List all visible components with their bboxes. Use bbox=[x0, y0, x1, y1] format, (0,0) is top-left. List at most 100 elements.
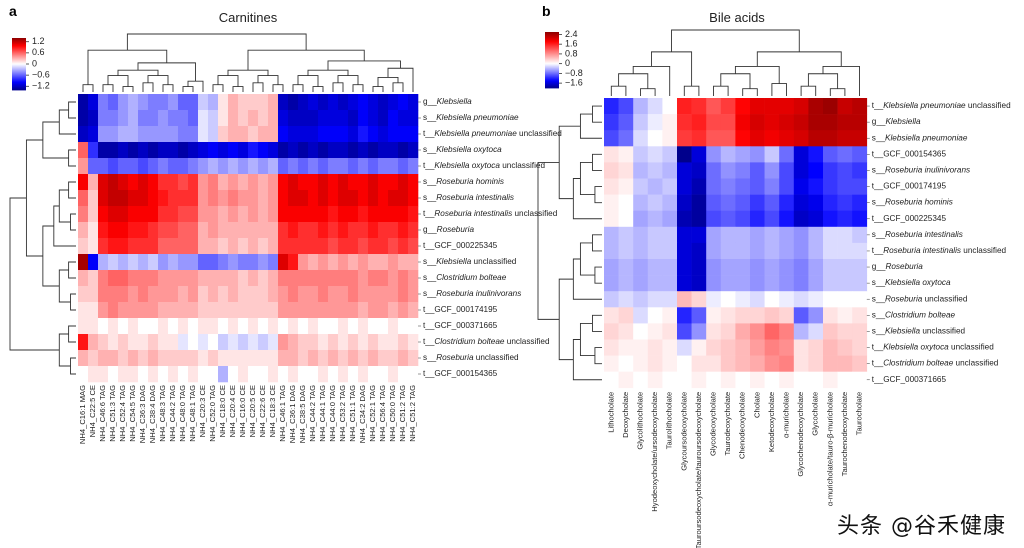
heatmap-cell bbox=[268, 270, 279, 287]
heatmap-cell bbox=[98, 302, 109, 319]
heatmap-cell bbox=[764, 226, 780, 244]
heatmap-cell bbox=[750, 355, 765, 372]
heatmap-cell bbox=[662, 114, 678, 131]
heatmap-cell bbox=[138, 206, 149, 223]
row-label: t__GCF_000371665 bbox=[872, 375, 947, 384]
heatmap-cell bbox=[720, 194, 736, 211]
heatmap-cell bbox=[808, 114, 824, 131]
heatmap-cell bbox=[764, 146, 780, 163]
heatmap-cell bbox=[298, 190, 309, 207]
heatmap-cell bbox=[398, 142, 409, 159]
heatmap-cell bbox=[398, 238, 409, 255]
heatmap-cell bbox=[108, 350, 119, 367]
heatmap-cell bbox=[358, 350, 369, 367]
heatmap-cell bbox=[198, 270, 209, 287]
colorbar-step bbox=[12, 74, 26, 76]
heatmap-cell bbox=[288, 190, 299, 207]
heatmap-cell bbox=[188, 94, 199, 111]
heatmap-cell bbox=[837, 114, 853, 131]
heatmap-cell bbox=[328, 126, 339, 143]
colorbar-step bbox=[12, 81, 26, 83]
column-label: NH4_C51:2 TAG bbox=[408, 385, 417, 442]
column-label: Glycoursodeoxycholate bbox=[679, 392, 688, 471]
heatmap-cell bbox=[358, 126, 369, 143]
heatmap-cell bbox=[720, 210, 736, 228]
heatmap-cell bbox=[408, 350, 419, 367]
heatmap-cell bbox=[138, 158, 149, 175]
heatmap-cell bbox=[108, 254, 119, 271]
heatmap-cell bbox=[706, 98, 722, 115]
heatmap-cell bbox=[328, 286, 339, 303]
heatmap-cell bbox=[328, 158, 339, 175]
heatmap-cell bbox=[158, 270, 169, 287]
heatmap-cell bbox=[633, 178, 649, 195]
heatmap-cell bbox=[318, 158, 329, 175]
heatmap-cell bbox=[198, 366, 209, 383]
heatmap-cell bbox=[78, 158, 89, 175]
colorbar-step bbox=[545, 33, 559, 36]
heatmap-cell bbox=[278, 158, 289, 175]
heatmap-cell bbox=[258, 366, 269, 383]
heatmap-cell bbox=[158, 142, 169, 159]
heatmap-cell bbox=[358, 94, 369, 111]
heatmap-cell bbox=[128, 142, 139, 159]
colorbar-step bbox=[545, 86, 559, 88]
heatmap-cell bbox=[128, 238, 139, 255]
heatmap-cell bbox=[88, 174, 99, 191]
heatmap-cell bbox=[168, 206, 179, 223]
heatmap-cell bbox=[750, 226, 765, 244]
heatmap-cell bbox=[793, 98, 809, 115]
heatmap-cell bbox=[779, 291, 795, 308]
heatmap-cell bbox=[647, 130, 663, 147]
row-label: t__GCF_000174195 bbox=[423, 305, 498, 314]
heatmap-cell bbox=[258, 318, 269, 335]
heatmap-cell bbox=[278, 334, 289, 351]
heatmap-cell bbox=[318, 126, 329, 143]
heatmap-cell bbox=[268, 254, 279, 271]
heatmap-cell bbox=[388, 206, 399, 223]
heatmap-cell bbox=[823, 371, 838, 389]
heatmap-cell bbox=[779, 194, 795, 211]
row-label: s__Roseburia inulinivorans bbox=[872, 166, 970, 175]
row-label: s__Roseburia hominis bbox=[423, 177, 504, 186]
colorbar-step bbox=[545, 67, 559, 69]
heatmap-cell bbox=[288, 174, 299, 191]
colorbar-tick-label: 1.6 bbox=[565, 39, 578, 49]
heatmap-cell bbox=[720, 323, 736, 340]
heatmap-cell bbox=[823, 242, 838, 260]
heatmap-cell bbox=[764, 130, 780, 147]
heatmap-cell bbox=[198, 206, 209, 223]
colorbar-step bbox=[12, 73, 26, 75]
heatmap-cell bbox=[308, 222, 319, 239]
heatmap-cell bbox=[208, 366, 219, 383]
colorbar-step bbox=[545, 38, 559, 40]
heatmap-cell bbox=[338, 286, 349, 303]
column-label: NH4_C48:1 TAG bbox=[188, 385, 197, 442]
heatmap-cell bbox=[779, 98, 795, 115]
heatmap-cell bbox=[88, 190, 99, 207]
heatmap-cell bbox=[735, 210, 751, 228]
row-label: s__Roseburia inulinivorans bbox=[423, 289, 521, 298]
heatmap-cell bbox=[764, 178, 780, 195]
heatmap-cell bbox=[618, 114, 634, 131]
heatmap-cell bbox=[618, 210, 634, 228]
heatmap-cell bbox=[208, 222, 219, 239]
heatmap-cell bbox=[750, 130, 765, 147]
colorbar-step bbox=[545, 81, 559, 83]
heatmap-cell bbox=[188, 110, 199, 127]
heatmap-cell bbox=[168, 286, 179, 303]
colorbar-step bbox=[12, 70, 26, 72]
panel-a-carnitines: a Carnitines 1.20.60 −0.6−1.2 g__Klebsiellas… bbox=[9, 3, 562, 444]
heatmap-cell bbox=[358, 110, 369, 127]
heatmap-cell bbox=[338, 302, 349, 319]
heatmap-cell bbox=[168, 174, 179, 191]
heatmap-cell bbox=[837, 339, 853, 356]
heatmap-cell bbox=[706, 371, 722, 389]
heatmap-cell bbox=[735, 242, 751, 260]
heatmap-cell bbox=[720, 130, 736, 147]
heatmap-cell bbox=[793, 275, 809, 292]
heatmap-cell bbox=[358, 270, 369, 287]
heatmap-cell bbox=[852, 355, 868, 372]
heatmap-cell bbox=[88, 142, 99, 159]
heatmap-cell bbox=[128, 366, 139, 383]
